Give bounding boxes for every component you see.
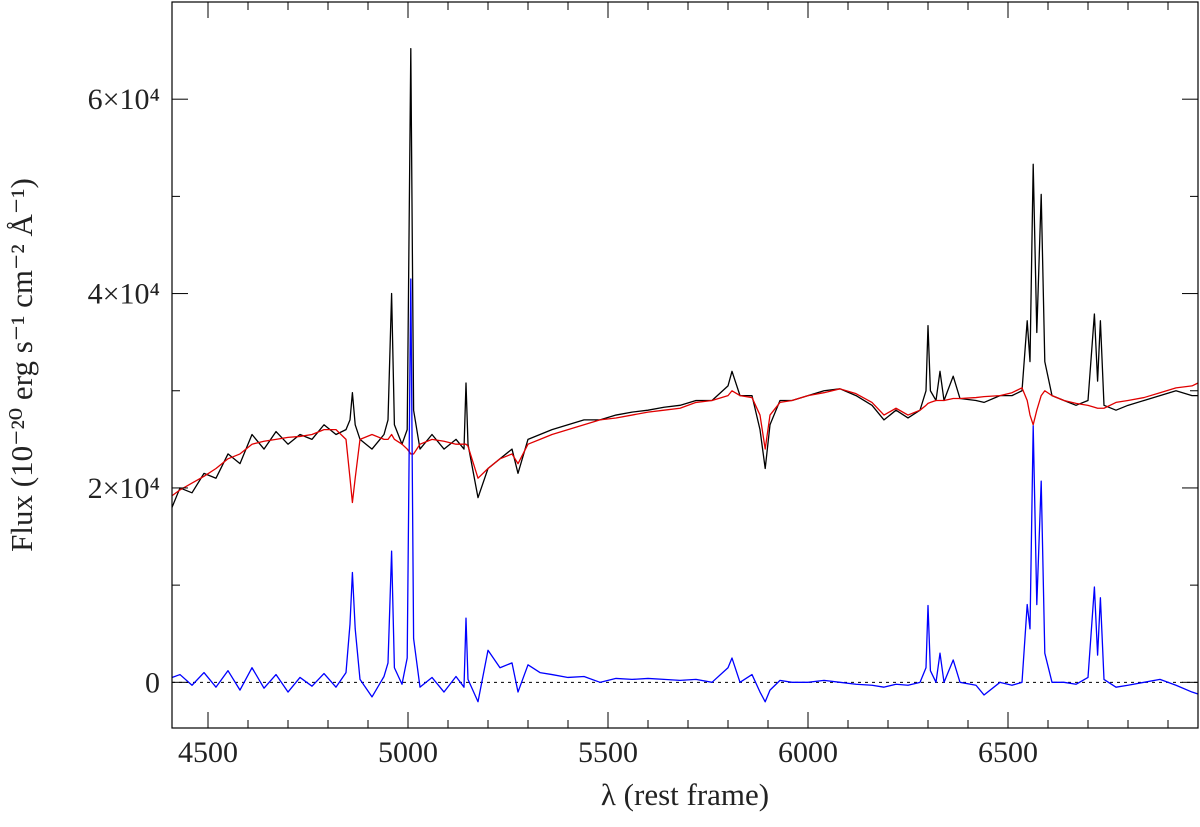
x-tick-label: 6000 <box>778 736 838 769</box>
x-tick-label: 5000 <box>378 736 438 769</box>
spectrum-line <box>171 48 1198 508</box>
spectrum-line <box>171 278 1199 703</box>
spectrum-line <box>171 382 1199 504</box>
y-tick-label: 0 <box>145 666 160 699</box>
y-axis-title: Flux (10⁻²⁰ erg s⁻¹ cm⁻² Å⁻¹) <box>4 178 39 552</box>
x-axis-title: λ (rest frame) <box>601 777 769 812</box>
x-tick-label: 4500 <box>178 736 238 769</box>
x-tick-label: 6500 <box>978 736 1038 769</box>
plot-frame <box>171 1 1199 729</box>
x-tick-label: 5500 <box>578 736 638 769</box>
y-tick-label: 6×10⁴ <box>88 83 160 116</box>
y-tick-label: 4×10⁴ <box>88 278 160 311</box>
y-tick-label: 2×10⁴ <box>88 472 160 505</box>
